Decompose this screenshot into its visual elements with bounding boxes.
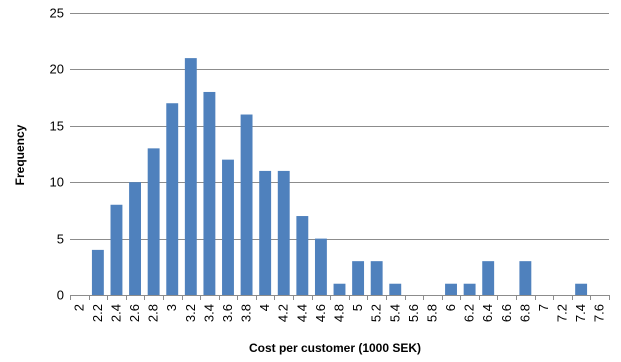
x-tick-label: 2.8 <box>146 304 161 322</box>
bar-3 <box>166 103 179 296</box>
x-tick-label: 5 <box>350 304 365 311</box>
bar-5.2 <box>370 261 383 295</box>
bar-3.2 <box>184 58 197 296</box>
bar-3.8 <box>240 114 253 296</box>
gridlines <box>70 13 609 240</box>
x-tick-label: 5.2 <box>369 304 384 322</box>
bar-4.6 <box>314 238 327 295</box>
y-tick-label: 0 <box>57 288 64 303</box>
y-tick-label: 25 <box>50 6 64 21</box>
bar-2.2 <box>91 249 104 295</box>
x-tick-label: 2 <box>71 304 86 311</box>
bar-2.8 <box>147 148 160 295</box>
bar-4.4 <box>296 216 309 295</box>
x-tick-label: 2.2 <box>90 304 105 322</box>
x-tick-label: 6 <box>443 304 458 311</box>
x-tick-label: 6.6 <box>499 304 514 322</box>
bar-7.4 <box>575 283 588 295</box>
y-tick-label: 20 <box>50 62 64 77</box>
bar-3.6 <box>222 159 234 295</box>
bar-6 <box>445 283 457 295</box>
x-tick-label: 7.2 <box>555 304 570 322</box>
bar-6.4 <box>482 261 495 295</box>
x-tick-label: 7.4 <box>573 304 588 322</box>
bars <box>91 58 588 296</box>
x-tick-label: 6.4 <box>480 304 495 322</box>
x-tick-label: 7.6 <box>592 304 607 322</box>
x-tick-label: 2.4 <box>108 304 123 322</box>
bar-6.2 <box>463 283 476 295</box>
x-tick-label: 3.6 <box>220 304 235 322</box>
x-tick-label: 3.4 <box>201 304 216 322</box>
bar-4.8 <box>333 283 346 295</box>
x-tick-label: 3.2 <box>183 304 198 322</box>
x-tick-label: 6.2 <box>462 304 477 322</box>
tick-labels: 0 5 10 15 20 25 2 2.2 2.4 2.6 2.8 3 3.2 3.4 3.6 3.8 4 4.2… <box>50 6 607 323</box>
bar-6.8 <box>519 261 532 295</box>
y-tick-label: 5 <box>57 232 64 247</box>
x-tick-label: 5.6 <box>406 304 421 322</box>
x-tick-label: 5.8 <box>424 304 439 322</box>
x-tick-label: 3 <box>164 304 179 311</box>
bar-3.4 <box>203 91 216 296</box>
x-tick-label: 4.8 <box>332 304 347 322</box>
x-tick-label: 2.6 <box>127 304 142 322</box>
y-tick-label: 15 <box>50 119 64 134</box>
x-tick-label: 4 <box>257 304 272 311</box>
x-tick-label: 4.4 <box>294 304 309 322</box>
bar-2.6 <box>129 182 141 295</box>
bar-4 <box>259 170 272 295</box>
y-axis-title: Frequency <box>13 124 27 185</box>
axes <box>70 295 610 300</box>
x-tick-label: 7 <box>536 304 551 311</box>
bar-2.4 <box>110 204 123 295</box>
x-tick-label: 6.8 <box>517 304 532 322</box>
x-tick-label: 4.2 <box>276 304 291 322</box>
bar-4.2 <box>277 170 290 295</box>
x-tick-label: 4.6 <box>313 304 328 322</box>
x-tick-label: 3.8 <box>239 304 254 322</box>
x-tick-label: 5.4 <box>387 304 402 322</box>
bar-5 <box>352 261 365 295</box>
bar-5.4 <box>389 283 402 295</box>
y-tick-label: 10 <box>50 175 64 190</box>
x-axis-title: Cost per customer (1000 SEK) <box>249 341 421 355</box>
